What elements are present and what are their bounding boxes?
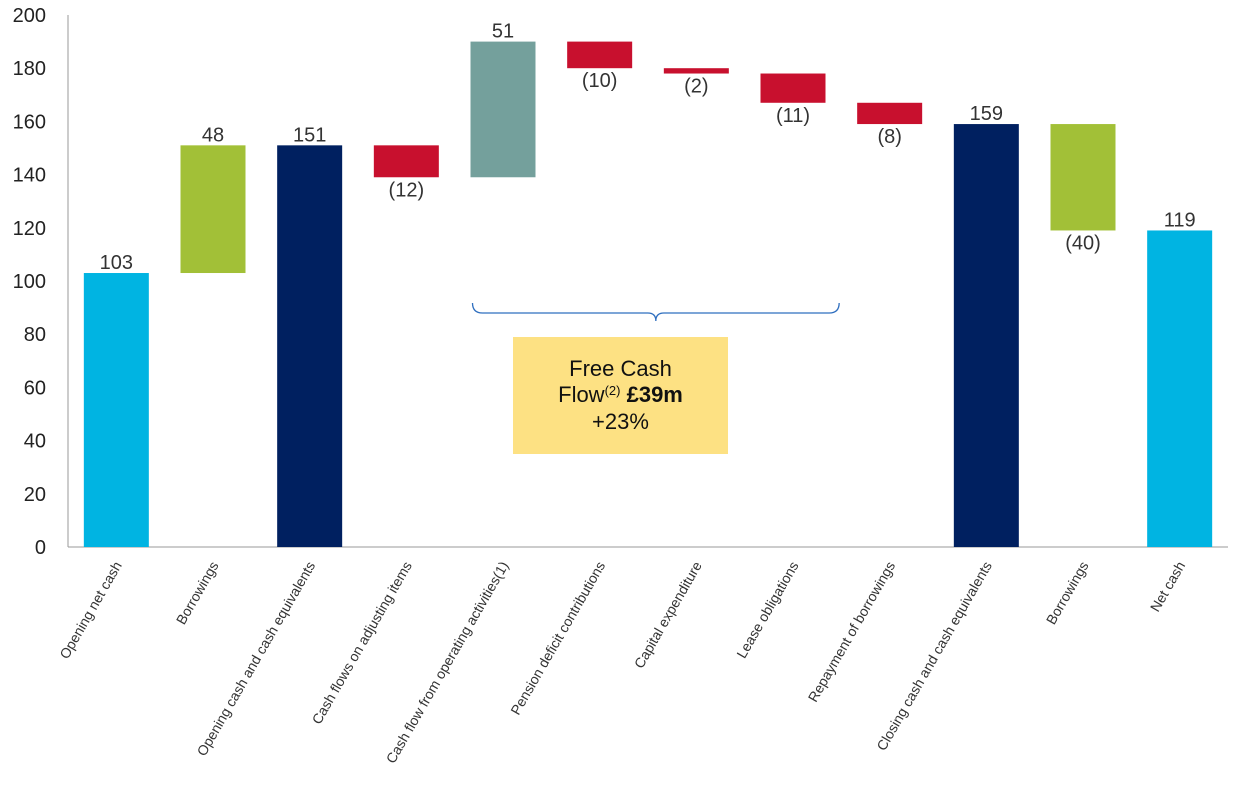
data-label-pension-deficit-contributions: (10) — [582, 70, 618, 92]
bar-opening-cash-and-cash-equivalents — [277, 145, 343, 547]
bar-closing-cash-and-cash-equivalents — [953, 124, 1019, 547]
data-label-borrowings: (40) — [1065, 232, 1101, 254]
bar-repayment-of-borrowings — [857, 102, 923, 125]
data-label-closing-cash-and-cash-equivalents: 159 — [970, 103, 1003, 125]
y-tick-label: 120 — [13, 218, 46, 240]
data-labels: 103 48 151 (12) 51 (10) (2) (11) (8) 159 (40) 119 — [100, 21, 1196, 274]
data-label-cash-flow-from-operating-activities-1: 51 — [492, 21, 514, 43]
bar-borrowings — [180, 145, 246, 274]
callout-line-2: Flow(2) £39m — [513, 382, 728, 408]
x-tick-label: Opening cash and cash equivalents — [193, 559, 318, 759]
bar-cash-flow-from-operating-activities-1 — [470, 41, 536, 178]
y-tick-label: 180 — [13, 58, 46, 80]
data-label-borrowings: 48 — [202, 124, 224, 146]
x-tick-label: Cash flow from operating activities(1) — [383, 559, 512, 766]
x-tick-label: Lease obligations — [733, 559, 801, 661]
x-tick-label: Borrowings — [1043, 559, 1092, 628]
y-tick-label: 160 — [13, 111, 46, 133]
y-tick-label: 20 — [24, 484, 46, 506]
callout-amount: £39m — [626, 382, 683, 408]
bar-opening-net-cash — [83, 273, 149, 547]
bar-cash-flows-on-adjusting-items — [373, 145, 439, 178]
x-tick-label: Repayment of borrowings — [805, 559, 899, 705]
callout-line-1: Free Cash — [569, 355, 672, 381]
data-label-net-cash: 119 — [1164, 209, 1196, 231]
y-axis: 0 20 40 60 80 100 120 140 160 180 200 — [13, 5, 1228, 559]
x-tick-label: Closing cash and cash equivalents — [873, 558, 995, 753]
y-tick-label: 200 — [13, 5, 46, 27]
bars — [83, 41, 1213, 547]
data-label-cash-flows-on-adjusting-items: (12) — [389, 179, 425, 201]
free-cash-flow-brace — [471, 302, 840, 322]
y-tick-label: 140 — [13, 165, 46, 187]
data-label-capital-expenditure: (2) — [684, 76, 708, 98]
x-tick-label: Net cash — [1147, 559, 1188, 615]
bar-lease-obligations — [760, 73, 826, 103]
y-tick-label: 40 — [24, 431, 46, 453]
bar-borrowings — [1050, 124, 1116, 231]
data-label-repayment-of-borrowings: (8) — [877, 126, 901, 148]
data-label-opening-net-cash: 103 — [100, 252, 133, 274]
bar-pension-deficit-contributions — [567, 41, 633, 69]
x-tick-label: Pension deficit contributions — [507, 559, 608, 718]
x-tick-label: Cash flows on adjusting items — [308, 559, 414, 727]
free-cash-flow-callout: Free Cash Flow(2) £39m +23% — [513, 337, 728, 454]
callout-flow-text: Flow — [558, 382, 605, 408]
callout-line-3: +23% — [592, 408, 649, 434]
data-label-lease-obligations: (11) — [776, 105, 810, 127]
x-tick-label: Borrowings — [173, 559, 222, 628]
x-tick-label: Opening net cash — [56, 559, 125, 662]
y-tick-label: 60 — [24, 377, 46, 399]
callout-footnote-ref: (2) — [604, 383, 621, 399]
y-tick-label: 0 — [35, 537, 46, 559]
x-tick-label: Capital expenditure — [631, 558, 705, 671]
data-label-opening-cash-and-cash-equivalents: 151 — [293, 124, 326, 146]
bar-net-cash — [1147, 230, 1213, 547]
y-tick-label: 80 — [24, 324, 46, 346]
bar-capital-expenditure — [663, 68, 729, 74]
y-tick-label: 100 — [13, 271, 46, 293]
